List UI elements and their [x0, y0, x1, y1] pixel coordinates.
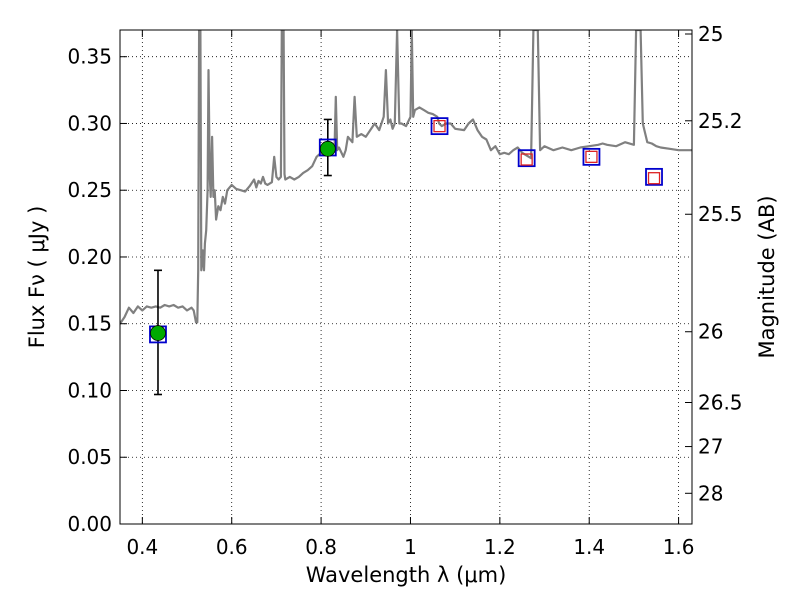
photometry-markers: [149, 117, 663, 396]
y-tick-label: 0.10: [67, 378, 112, 402]
model-photometry-square: [517, 149, 536, 168]
model-spectrum: [120, 30, 692, 325]
y-tick-label: 0.35: [67, 45, 112, 69]
y-tick-label: 0.00: [67, 512, 112, 536]
observed-flux-point: [319, 140, 336, 157]
model-photometry-square: [430, 117, 449, 136]
model-photometry-square: [582, 147, 601, 166]
y2-tick-label: 25: [698, 22, 723, 46]
axis-ticks: [120, 30, 692, 525]
x-tick-label: 1.2: [484, 535, 516, 559]
x-tick-label: 0.6: [216, 535, 248, 559]
upper-limit-square: [520, 153, 533, 166]
y-tick-label: 0.05: [67, 445, 112, 469]
y2-tick-label: 26.5: [698, 391, 743, 415]
y2-tick-label: 27: [698, 435, 723, 459]
x-tick-label: 1.6: [663, 535, 695, 559]
observed-flux-point: [150, 325, 166, 341]
x-axis-label: Wavelength λ (μm): [306, 563, 507, 587]
y2-axis-label: Magnitude (AB): [755, 195, 779, 358]
y2-tick-label: 28: [698, 481, 723, 505]
plot-frame: [119, 29, 693, 525]
y2-tick-label: 25.2: [698, 109, 743, 133]
y-tick-label: 0.30: [67, 111, 112, 135]
y-tick-label: 0.20: [67, 245, 112, 269]
y2-tick-label: 26: [698, 320, 723, 344]
tick-labels: 0.4 0.6 0.8 1 1.2 1.4 1.6 0.00 0.05 0.10 0.15 0.20 0…: [67, 22, 742, 559]
x-tick-label: 0.4: [126, 535, 158, 559]
upper-limit-square: [585, 150, 598, 163]
model-photometry-square: [645, 167, 663, 186]
y-axis-label: Flux Fν ( μJy ): [25, 206, 49, 349]
x-tick-label: 1: [404, 535, 417, 559]
y-tick-label: 0.15: [67, 312, 112, 336]
upper-limit-square: [433, 119, 446, 133]
x-tick-label: 1.4: [573, 535, 605, 559]
x-tick-label: 0.8: [305, 535, 337, 559]
upper-limit-square: [647, 172, 661, 185]
grid-lines: [120, 30, 692, 525]
y2-tick-label: 25.5: [698, 202, 743, 226]
y-tick-label: 0.25: [67, 178, 112, 202]
model-spectrum-line: [120, 30, 692, 325]
